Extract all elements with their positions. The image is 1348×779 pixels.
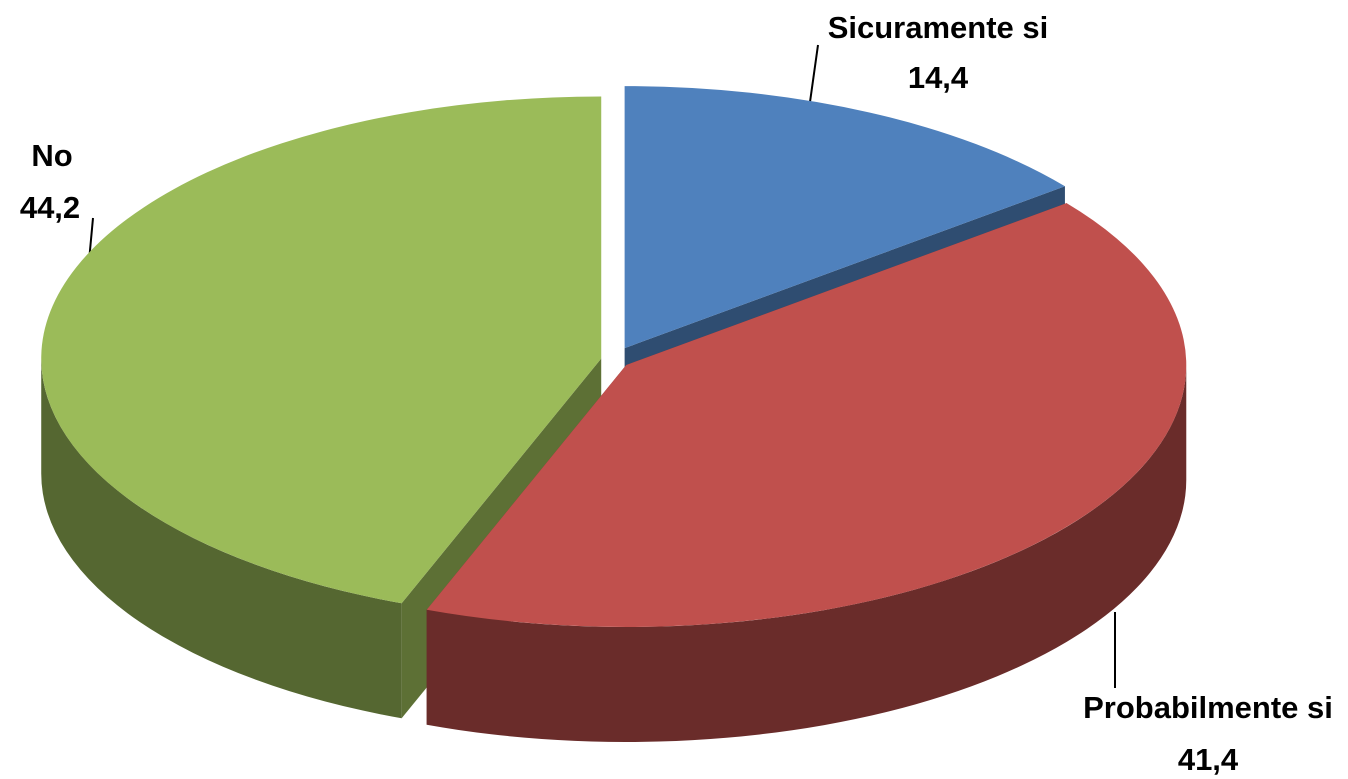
category-label: Sicuramente si	[828, 10, 1049, 45]
category-label: Probabilmente si	[1083, 690, 1333, 725]
slice	[624, 86, 1065, 349]
slice	[41, 96, 602, 604]
leader-line	[809, 44, 819, 103]
value-label: 44,2	[20, 190, 80, 225]
category-label: No	[31, 138, 72, 173]
value-label: 14,4	[908, 60, 969, 95]
slice-wall	[426, 364, 1187, 742]
slice	[426, 203, 1187, 627]
slice-wall	[41, 358, 402, 719]
value-label: 41,4	[1178, 742, 1239, 777]
